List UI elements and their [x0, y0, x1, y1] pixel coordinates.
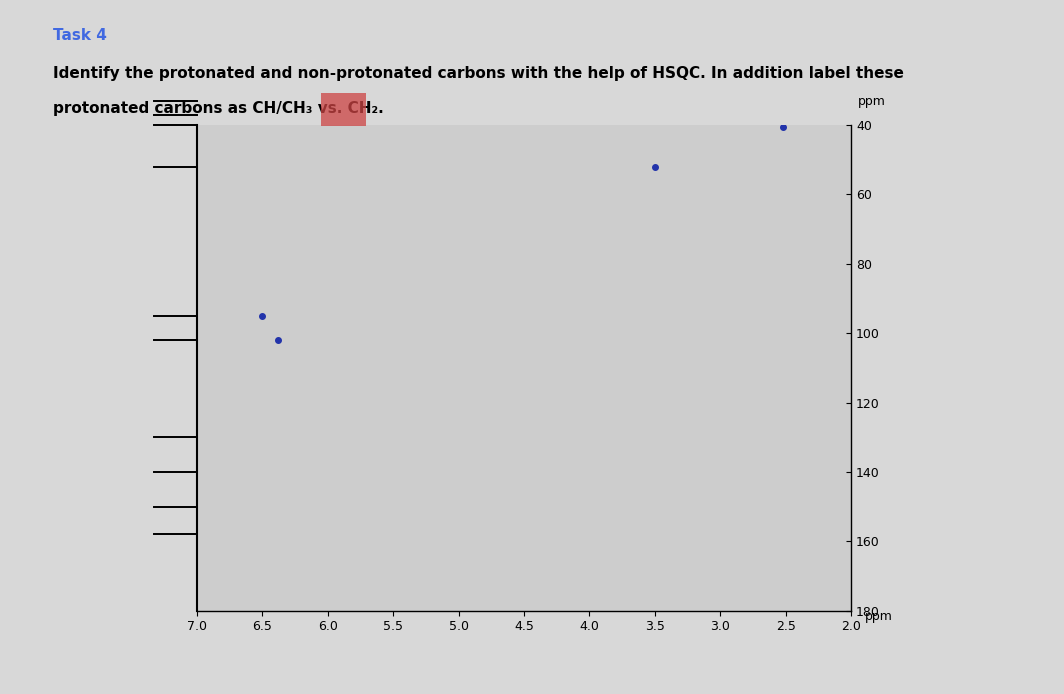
Text: Task 4: Task 4	[53, 28, 107, 43]
Text: ppm: ppm	[865, 610, 893, 623]
Text: protonated carbons as CH/CH₃ vs. CH₂.: protonated carbons as CH/CH₃ vs. CH₂.	[53, 101, 384, 116]
Text: Identify the protonated and non-protonated carbons with the help of HSQC. In add: Identify the protonated and non-protonat…	[53, 66, 904, 81]
Text: ppm: ppm	[858, 94, 885, 108]
